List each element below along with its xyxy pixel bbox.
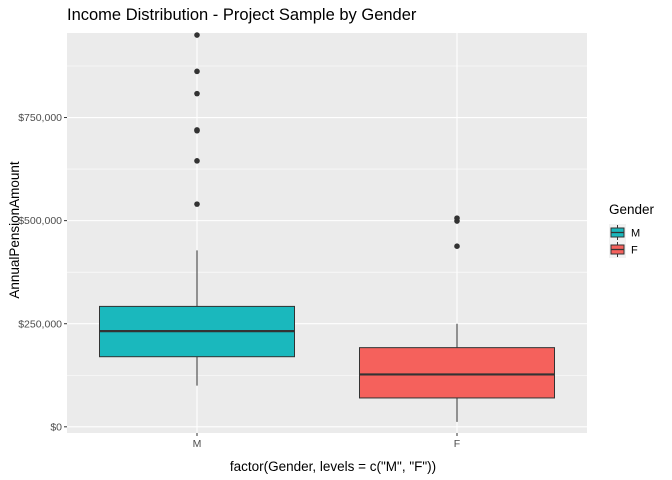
outlier-point <box>194 158 200 164</box>
outlier-point <box>454 215 460 221</box>
legend-label-M: M <box>631 228 640 240</box>
y-tick-label: $0 <box>50 421 62 433</box>
outlier-point <box>454 243 460 249</box>
x-axis-title: factor(Gender, levels = c("M", "F")) <box>230 459 436 474</box>
outlier-point <box>194 68 200 75</box>
outlier-point <box>194 90 200 97</box>
y-tick-label: $500,000 <box>18 215 62 227</box>
axes-group: $0 $250,000 $500,000 $750,000 M F <box>18 112 460 450</box>
outlier-point <box>194 127 200 133</box>
box-F <box>359 347 555 399</box>
y-tick-label: $250,000 <box>18 318 62 330</box>
outlier-point <box>194 32 200 38</box>
x-tick-label: F <box>454 438 460 450</box>
legend: Gender MF <box>609 202 655 258</box>
legend-title: Gender <box>609 202 655 217</box>
x-tick-label: M <box>193 438 202 450</box>
legend-label-F: F <box>631 245 638 257</box>
y-axis-title: AnnualPensionAmount <box>7 161 22 299</box>
boxes-group <box>99 32 555 422</box>
outlier-point <box>194 201 200 207</box>
chart-title: Income Distribution - Project Sample by … <box>67 6 417 24</box>
y-tick-label: $750,000 <box>18 112 62 124</box>
